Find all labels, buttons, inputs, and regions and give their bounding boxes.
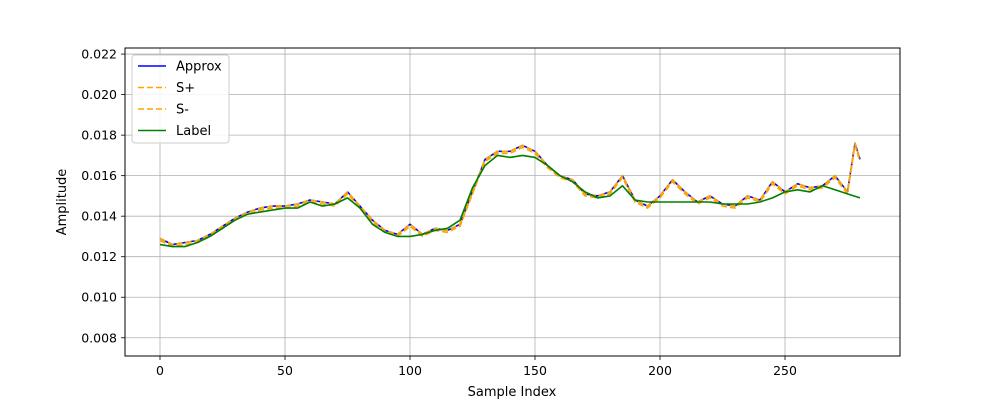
plot-frame <box>124 47 901 357</box>
legend-box <box>131 54 230 144</box>
y-tick-label: 0.014 <box>81 209 117 224</box>
legend: Approx S+ S- Label <box>131 54 230 144</box>
legend-label: Label <box>176 124 211 139</box>
plot-background <box>125 48 900 356</box>
x-tick-label: 0 <box>156 363 164 378</box>
series-line-s <box>159 142 861 246</box>
series-layer <box>159 142 861 248</box>
y-tick-label: 0.020 <box>81 87 117 102</box>
legend-label: S- <box>176 103 189 118</box>
y-axis-label: Amplitude <box>55 169 70 236</box>
y-tick-label: 0.008 <box>81 330 117 345</box>
y-tick-label: 0.016 <box>81 168 117 183</box>
series-line-label <box>159 154 861 248</box>
y-tick-label: 0.010 <box>81 290 117 305</box>
x-tick-label: 100 <box>398 363 422 378</box>
grid-lines <box>125 48 900 356</box>
y-tick-label: 0.018 <box>81 128 117 143</box>
legend-label: Approx <box>176 60 222 75</box>
series-line-s <box>159 144 861 248</box>
y-axis-ticks: 0.008 0.010 0.012 0.014 0.016 0.018 0.020 0.022 <box>81 47 125 345</box>
y-tick-label: 0.012 <box>81 249 117 264</box>
x-tick-label: 200 <box>648 363 672 378</box>
x-axis-label: Sample Index <box>468 385 557 400</box>
y-tick-label: 0.022 <box>81 47 117 62</box>
legend-label: S+ <box>176 81 195 96</box>
x-tick-label: 50 <box>277 363 293 378</box>
x-axis-ticks: 0 50 100 150 200 250 <box>156 356 797 378</box>
x-tick-label: 250 <box>773 363 797 378</box>
x-tick-label: 150 <box>523 363 547 378</box>
